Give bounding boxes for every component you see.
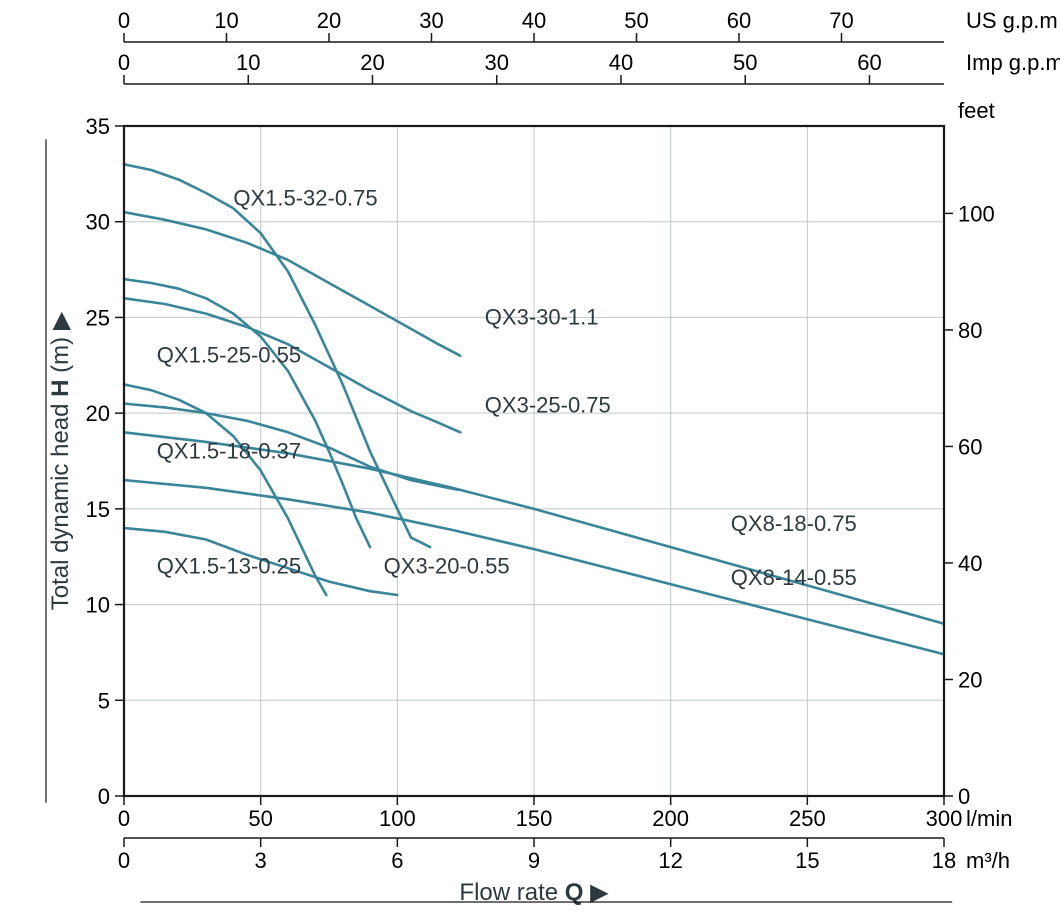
tick-label: 100: [379, 806, 416, 831]
unit-m3h: m³/h: [966, 848, 1010, 873]
tick-label: 6: [391, 848, 403, 873]
tick-label: 60: [958, 434, 982, 459]
series-label: QX1.5-25-0.55: [157, 343, 301, 368]
tick-label: 30: [419, 8, 443, 33]
tick-label: 150: [516, 806, 553, 831]
tick-label: 3: [255, 848, 267, 873]
tick-label: 40: [609, 50, 633, 75]
series-label: QX3-20-0.55: [384, 553, 510, 578]
unit-feet: feet: [958, 98, 995, 123]
tick-label: 25: [86, 305, 110, 330]
tick-label: 20: [317, 8, 341, 33]
tick-label: 0: [118, 8, 130, 33]
tick-label: 35: [86, 114, 110, 139]
tick-label: 200: [652, 806, 689, 831]
series-label: QX1.5-18-0.37: [157, 438, 301, 463]
tick-label: 20: [958, 667, 982, 692]
tick-label: 12: [658, 848, 682, 873]
series-label: QX3-30-1.1: [485, 304, 599, 329]
tick-label: 40: [958, 551, 982, 576]
tick-label: 0: [958, 784, 970, 809]
tick-label: 250: [789, 806, 826, 831]
tick-label: 10: [86, 593, 110, 618]
unit-lmin: l/min: [966, 806, 1012, 831]
tick-label: 30: [86, 210, 110, 235]
series-label: QX1.5-13-0.25: [157, 553, 301, 578]
y-axis-label: Total dynamic head H (m) ▶: [47, 311, 74, 610]
tick-label: 60: [857, 50, 881, 75]
tick-label: 40: [522, 8, 546, 33]
tick-label: 50: [733, 50, 757, 75]
tick-label: 0: [118, 848, 130, 873]
tick-label: 15: [795, 848, 819, 873]
tick-label: 0: [98, 784, 110, 809]
tick-label: 70: [829, 8, 853, 33]
tick-label: 9: [528, 848, 540, 873]
tick-label: 80: [958, 318, 982, 343]
tick-label: 0: [118, 806, 130, 831]
series-label: QX1.5-32-0.75: [233, 186, 377, 211]
tick-label: 50: [248, 806, 272, 831]
unit-impgpm: Imp g.p.m: [966, 50, 1060, 75]
series-label: QX8-18-0.75: [731, 511, 857, 536]
chart-svg: 050100150200250300l/min0369121518m³/h010…: [0, 0, 1060, 914]
tick-label: 18: [932, 848, 956, 873]
tick-label: 100: [958, 201, 995, 226]
tick-label: 60: [727, 8, 751, 33]
tick-label: 20: [86, 401, 110, 426]
tick-label: 300: [926, 806, 963, 831]
pump-curve-chart: 050100150200250300l/min0369121518m³/h010…: [0, 0, 1060, 914]
tick-label: 30: [484, 50, 508, 75]
tick-label: 50: [624, 8, 648, 33]
tick-label: 10: [214, 8, 238, 33]
tick-label: 15: [86, 497, 110, 522]
unit-usgpm: US g.p.m: [966, 8, 1058, 33]
tick-label: 5: [98, 688, 110, 713]
tick-label: 20: [360, 50, 384, 75]
series-label: QX3-25-0.75: [485, 392, 611, 417]
series-label: QX8-14-0.55: [731, 565, 857, 590]
tick-label: 0: [118, 50, 130, 75]
tick-label: 10: [236, 50, 260, 75]
